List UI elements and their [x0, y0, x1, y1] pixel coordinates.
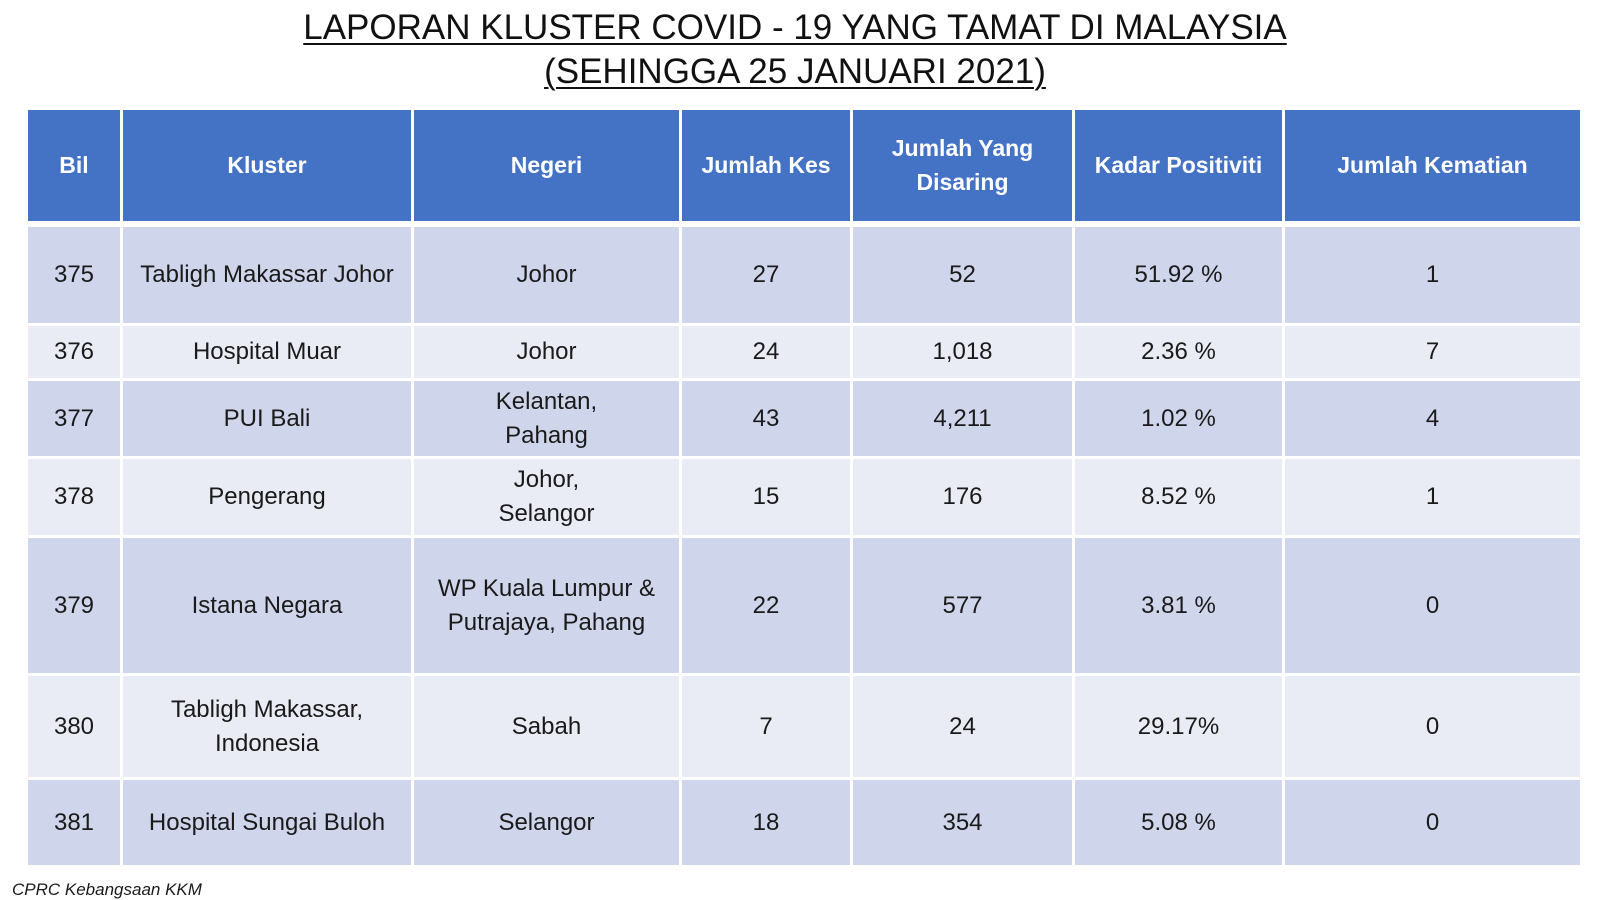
table-row: 377 PUI Bali Kelantan, Pahang 43 4,211 1…	[25, 378, 1583, 459]
header-jumlah-disaring: Jumlah Yang Disaring	[850, 107, 1075, 227]
cell-kluster: Istana Negara	[120, 535, 414, 676]
cell-jumlah-disaring: 24	[850, 673, 1075, 780]
cell-bil: 378	[25, 456, 123, 538]
header-row: Bil Kluster Negeri Jumlah Kes Jumlah Yan…	[25, 107, 1583, 227]
table-row: 376 Hospital Muar Johor 24 1,018 2.36 % …	[25, 323, 1583, 381]
cell-kadar-positiviti: 5.08 %	[1072, 777, 1285, 868]
cell-negeri: Selangor	[411, 777, 682, 868]
cell-kluster: Pengerang	[120, 456, 414, 538]
cell-kluster: Tabligh Makassar, Indonesia	[120, 673, 414, 780]
report-title-line1: LAPORAN KLUSTER COVID - 19 YANG TAMAT DI…	[303, 8, 1287, 47]
cell-jumlah-kes: 7	[679, 673, 853, 780]
header-jumlah-kematian: Jumlah Kematian	[1282, 107, 1583, 227]
cell-kadar-positiviti: 3.81 %	[1072, 535, 1285, 676]
cell-negeri: Sabah	[411, 673, 682, 780]
cell-jumlah-kes: 27	[679, 222, 853, 326]
cell-negeri: Johor	[411, 323, 682, 381]
cell-jumlah-disaring: 1,018	[850, 323, 1075, 381]
cell-jumlah-kes: 22	[679, 535, 853, 676]
cell-kadar-positiviti: 51.92 %	[1072, 222, 1285, 326]
cell-jumlah-kematian: 4	[1282, 378, 1583, 459]
cell-bil: 375	[25, 222, 123, 326]
cell-jumlah-kematian: 0	[1282, 777, 1583, 868]
table-header: Bil Kluster Negeri Jumlah Kes Jumlah Yan…	[25, 107, 1583, 227]
report-title: LAPORAN KLUSTER COVID - 19 YANG TAMAT DI…	[0, 6, 1590, 94]
cell-jumlah-kematian: 7	[1282, 323, 1583, 381]
table-row: 381 Hospital Sungai Buloh Selangor 18 35…	[25, 777, 1583, 868]
table-row: 379 Istana Negara WP Kuala Lumpur & Putr…	[25, 535, 1583, 676]
table-body: 375 Tabligh Makassar Johor Johor 27 52 5…	[25, 222, 1583, 868]
report-title-line2: (SEHINGGA 25 JANUARI 2021)	[544, 52, 1046, 91]
table-row: 378 Pengerang Johor, Selangor 15 176 8.5…	[25, 456, 1583, 538]
header-kadar-positiviti: Kadar Positiviti	[1072, 107, 1285, 227]
cell-bil: 380	[25, 673, 123, 780]
cell-jumlah-kematian: 1	[1282, 222, 1583, 326]
cell-kluster: PUI Bali	[120, 378, 414, 459]
cell-bil: 381	[25, 777, 123, 868]
cell-bil: 376	[25, 323, 123, 381]
table-row: 375 Tabligh Makassar Johor Johor 27 52 5…	[25, 222, 1583, 326]
cell-negeri: WP Kuala Lumpur & Putrajaya, Pahang	[411, 535, 682, 676]
header-kluster: Kluster	[120, 107, 414, 227]
cell-jumlah-disaring: 4,211	[850, 378, 1075, 459]
cell-negeri: Johor, Selangor	[411, 456, 682, 538]
cell-kadar-positiviti: 1.02 %	[1072, 378, 1285, 459]
cell-jumlah-kes: 24	[679, 323, 853, 381]
header-jumlah-kes: Jumlah Kes	[679, 107, 853, 227]
cell-jumlah-disaring: 176	[850, 456, 1075, 538]
cell-jumlah-disaring: 577	[850, 535, 1075, 676]
cell-kadar-positiviti: 29.17%	[1072, 673, 1285, 780]
cell-jumlah-disaring: 354	[850, 777, 1075, 868]
cluster-table: Bil Kluster Negeri Jumlah Kes Jumlah Yan…	[25, 107, 1583, 868]
table-row: 380 Tabligh Makassar, Indonesia Sabah 7 …	[25, 673, 1583, 780]
cell-jumlah-disaring: 52	[850, 222, 1075, 326]
cell-bil: 377	[25, 378, 123, 459]
cell-kadar-positiviti: 2.36 %	[1072, 323, 1285, 381]
header-negeri: Negeri	[411, 107, 682, 227]
cell-jumlah-kematian: 0	[1282, 535, 1583, 676]
source-footnote: CPRC Kebangsaan KKM	[12, 880, 202, 899]
cell-kadar-positiviti: 8.52 %	[1072, 456, 1285, 538]
cell-jumlah-kes: 43	[679, 378, 853, 459]
cell-kluster: Tabligh Makassar Johor	[120, 222, 414, 326]
cell-bil: 379	[25, 535, 123, 676]
cell-kluster: Hospital Muar	[120, 323, 414, 381]
cell-negeri: Johor	[411, 222, 682, 326]
cell-jumlah-kes: 18	[679, 777, 853, 868]
cell-jumlah-kematian: 0	[1282, 673, 1583, 780]
cell-jumlah-kematian: 1	[1282, 456, 1583, 538]
cell-jumlah-kes: 15	[679, 456, 853, 538]
header-bil: Bil	[25, 107, 123, 227]
cell-kluster: Hospital Sungai Buloh	[120, 777, 414, 868]
cell-negeri: Kelantan, Pahang	[411, 378, 682, 459]
